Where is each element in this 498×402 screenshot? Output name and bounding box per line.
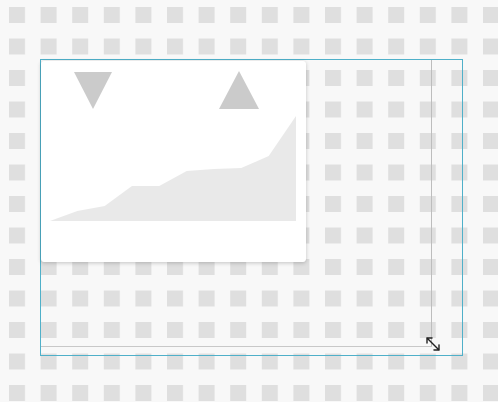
resize-guide-vertical [431, 60, 432, 346]
selection-frame[interactable] [40, 59, 463, 356]
diagonal-resize-icon [426, 337, 440, 351]
resize-guide-horizontal [41, 346, 432, 347]
area-chart [50, 116, 296, 221]
resize-handle[interactable] [424, 335, 442, 353]
triangle-up-icon [219, 71, 259, 109]
widget-content [50, 71, 296, 221]
area-series [50, 116, 296, 221]
widget-card[interactable] [41, 61, 306, 262]
triangle-down-icon [74, 72, 112, 109]
